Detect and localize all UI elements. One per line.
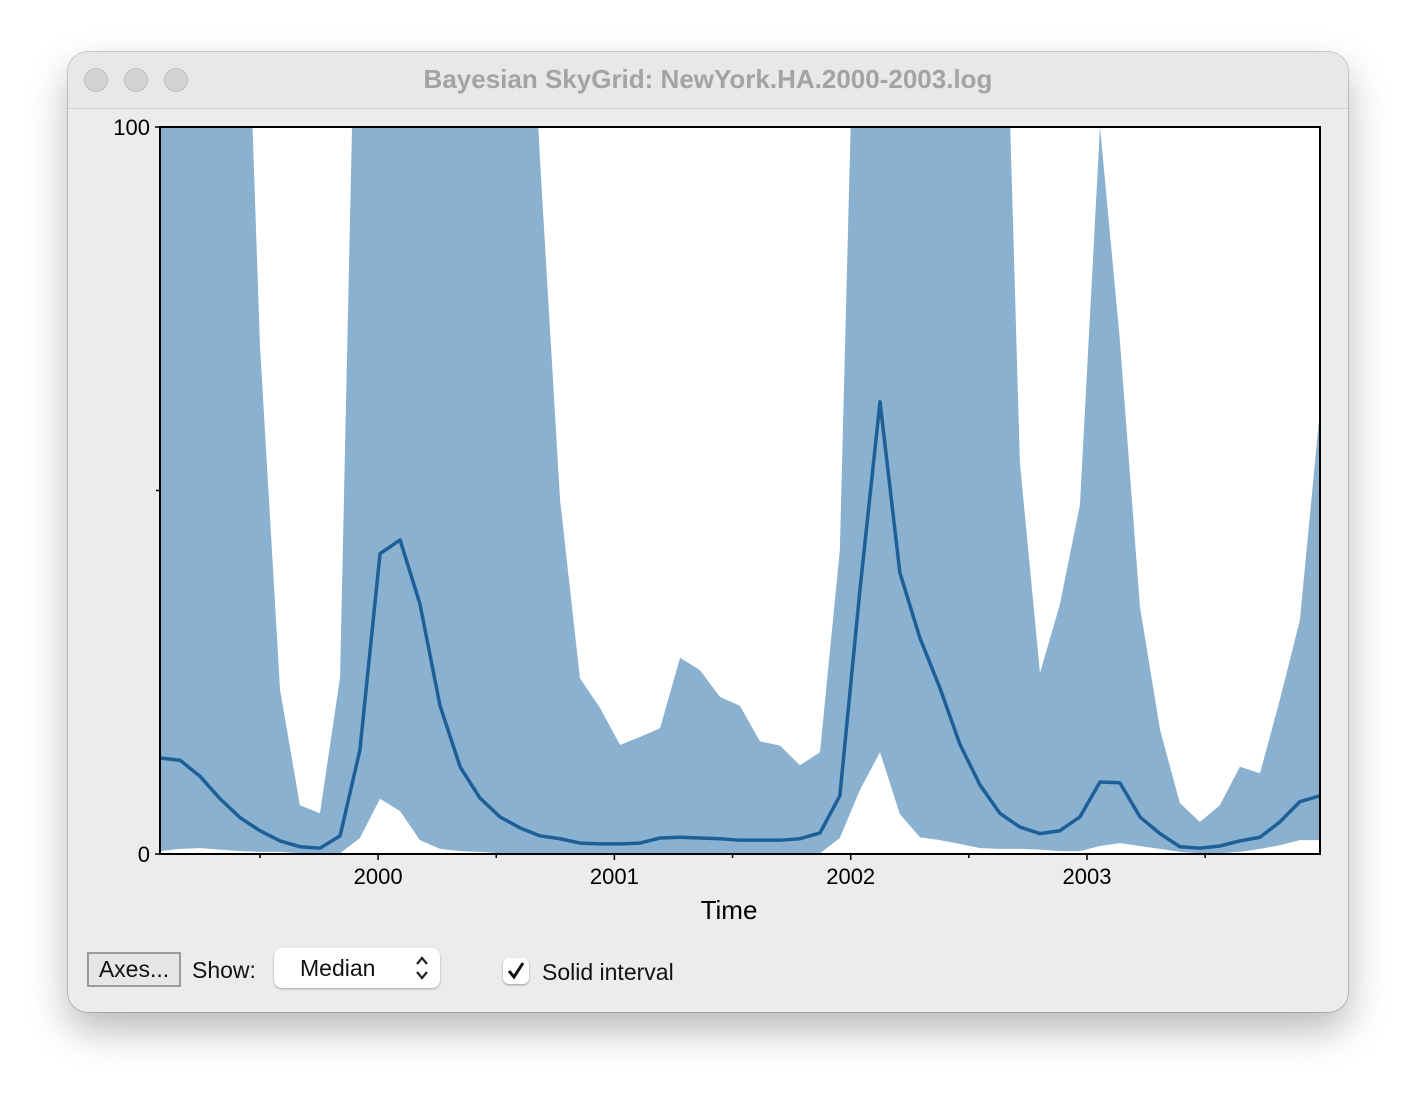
check-mark bbox=[507, 962, 525, 980]
y-tick-label: 100 bbox=[113, 115, 150, 140]
credible-interval bbox=[160, 127, 1320, 854]
close-button[interactable] bbox=[84, 68, 108, 92]
show-select[interactable]: Median bbox=[274, 948, 440, 988]
title-bar: Bayesian SkyGrid: NewYork.HA.2000-2003.l… bbox=[68, 52, 1348, 109]
show-label: Show: bbox=[192, 957, 256, 983]
x-tick-label: 2001 bbox=[590, 864, 639, 889]
show-value: Median bbox=[300, 955, 376, 981]
minimize-button[interactable] bbox=[124, 68, 148, 92]
x-tick-label: 2002 bbox=[826, 864, 875, 889]
checkbox-label[interactable]: Solid interval bbox=[542, 959, 674, 985]
window-title: Bayesian SkyGrid: NewYork.HA.2000-2003.l… bbox=[423, 64, 993, 94]
x-tick-label: 2000 bbox=[354, 864, 403, 889]
zoom-button[interactable] bbox=[164, 68, 188, 92]
checkbox[interactable] bbox=[503, 958, 529, 984]
median-line bbox=[160, 400, 1320, 850]
x-axis-label: Time bbox=[701, 895, 758, 925]
axes-button[interactable]: Axes... bbox=[87, 952, 181, 987]
y-tick-label: 0 bbox=[138, 842, 150, 867]
chevron bbox=[416, 956, 428, 980]
x-tick-label: 2003 bbox=[1063, 864, 1112, 889]
